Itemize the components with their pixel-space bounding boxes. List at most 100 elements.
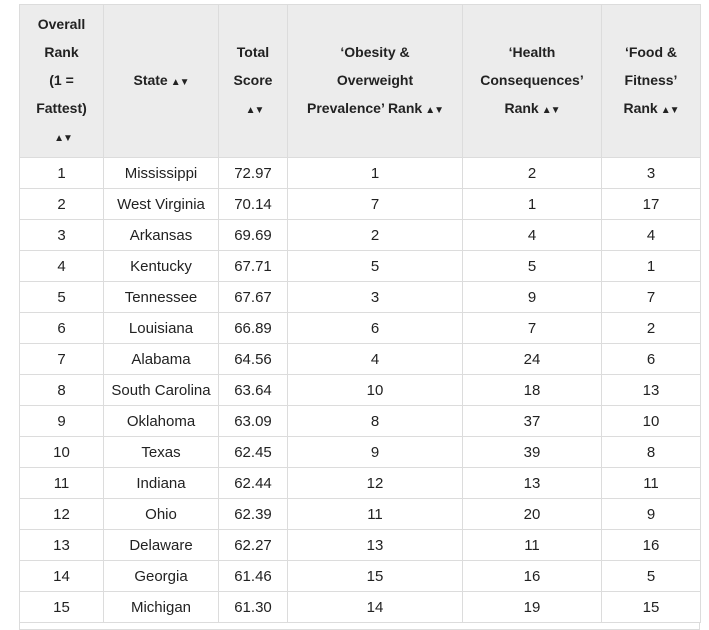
cell-health-rank: 16	[462, 560, 602, 592]
sort-arrows-icon[interactable]: ▲▼	[660, 104, 680, 116]
table-row: 3 Arkansas 69.69 2 4 4	[19, 219, 701, 251]
table-row: 9 Oklahoma 63.09 8 37 10	[19, 405, 701, 437]
cell-total-score: 66.89	[218, 312, 288, 344]
rankings-table-container: Overall Rank (1 = Fattest) ▲▼ State ▲▼ To…	[19, 4, 701, 630]
cell-total-score: 62.27	[218, 529, 288, 561]
table-row: 4 Kentucky 67.71 5 5 1	[19, 250, 701, 282]
cell-total-score: 64.56	[218, 343, 288, 375]
rankings-table: Overall Rank (1 = Fattest) ▲▼ State ▲▼ To…	[19, 4, 701, 623]
cell-state: Oklahoma	[103, 405, 219, 437]
table-row: 14 Georgia 61.46 15 16 5	[19, 560, 701, 592]
cell-rank: 2	[19, 188, 104, 220]
cell-state: Ohio	[103, 498, 219, 530]
header-line: Consequences’	[480, 71, 584, 88]
header-line: ‘Obesity &	[340, 43, 410, 60]
cell-food-rank: 4	[601, 219, 701, 251]
header-overall-rank[interactable]: Overall Rank (1 = Fattest) ▲▼	[19, 4, 104, 158]
sort-arrows-icon[interactable]: ▲▼	[425, 104, 444, 116]
cell-health-rank: 20	[462, 498, 602, 530]
sort-arrows-icon[interactable]: ▲▼	[245, 104, 265, 116]
cell-food-rank: 9	[601, 498, 701, 530]
sort-arrows-icon[interactable]: ▲▼	[54, 132, 73, 144]
cell-state: Indiana	[103, 467, 219, 499]
header-line: Score	[233, 71, 273, 88]
cell-health-rank: 13	[462, 467, 602, 499]
header-food-rank[interactable]: ‘Food & Fitness’ Rank ▲▼	[601, 4, 701, 158]
cell-state: South Carolina	[103, 374, 219, 406]
table-row: 12 Ohio 62.39 11 20 9	[19, 498, 701, 530]
table-row: 5 Tennessee 67.67 3 9 7	[19, 281, 701, 313]
cell-rank: 14	[19, 560, 104, 592]
cell-health-rank: 18	[462, 374, 602, 406]
cell-state: Delaware	[103, 529, 219, 561]
header-line: State	[133, 71, 168, 88]
cell-state: Arkansas	[103, 219, 219, 251]
cell-total-score: 63.09	[218, 405, 288, 437]
cell-total-score: 61.46	[218, 560, 288, 592]
header-line: Total	[236, 43, 270, 60]
cell-state: Kentucky	[103, 250, 219, 282]
cell-state: Alabama	[103, 343, 219, 375]
header-row: Overall Rank (1 = Fattest) ▲▼ State ▲▼ To…	[19, 4, 701, 158]
table-row: 8 South Carolina 63.64 10 18 13	[19, 374, 701, 406]
cell-total-score: 62.44	[218, 467, 288, 499]
cell-food-rank: 8	[601, 436, 701, 468]
cell-total-score: 67.71	[218, 250, 288, 282]
cell-food-rank: 2	[601, 312, 701, 344]
cell-state: Georgia	[103, 560, 219, 592]
table-row: 7 Alabama 64.56 4 24 6	[19, 343, 701, 375]
cell-rank: 15	[19, 591, 104, 623]
table-row: 6 Louisiana 66.89 6 7 2	[19, 312, 701, 344]
cell-rank: 11	[19, 467, 104, 499]
cell-obesity-rank: 5	[287, 250, 463, 282]
cell-obesity-rank: 10	[287, 374, 463, 406]
cell-rank: 1	[19, 157, 104, 189]
cell-health-rank: 37	[462, 405, 602, 437]
cell-health-rank: 5	[462, 250, 602, 282]
cell-total-score: 72.97	[218, 157, 288, 189]
table-row: 13 Delaware 62.27 13 11 16	[19, 529, 701, 561]
cell-rank: 13	[19, 529, 104, 561]
cell-state: Texas	[103, 436, 219, 468]
cell-food-rank: 1	[601, 250, 701, 282]
cell-rank: 9	[19, 405, 104, 437]
cell-state: Mississippi	[103, 157, 219, 189]
cell-obesity-rank: 9	[287, 436, 463, 468]
cell-rank: 8	[19, 374, 104, 406]
header-obesity-rank[interactable]: ‘Obesity & Overweight Prevalence’ Rank ▲▼	[287, 4, 463, 158]
cell-food-rank: 15	[601, 591, 701, 623]
cell-health-rank: 4	[462, 219, 602, 251]
sort-arrows-icon[interactable]: ▲▼	[170, 76, 190, 88]
header-line: (1 =	[49, 71, 74, 88]
header-line: Fitness’	[624, 71, 678, 88]
header-line: Overweight	[336, 71, 414, 88]
table-row: 15 Michigan 61.30 14 19 15	[19, 591, 701, 623]
cell-rank: 10	[19, 436, 104, 468]
cell-health-rank: 19	[462, 591, 602, 623]
cell-obesity-rank: 14	[287, 591, 463, 623]
header-line: Fattest)	[36, 99, 87, 116]
header-health-rank[interactable]: ‘Health Consequences’ Rank ▲▼	[462, 4, 602, 158]
cell-obesity-rank: 4	[287, 343, 463, 375]
header-total-score[interactable]: Total Score ▲▼	[218, 4, 288, 158]
cell-food-rank: 10	[601, 405, 701, 437]
cell-obesity-rank: 3	[287, 281, 463, 313]
sort-arrows-icon[interactable]: ▲▼	[541, 104, 561, 116]
cell-health-rank: 24	[462, 343, 602, 375]
cell-obesity-rank: 6	[287, 312, 463, 344]
cell-total-score: 63.64	[218, 374, 288, 406]
header-line: Rank	[623, 99, 658, 116]
header-state[interactable]: State ▲▼	[103, 4, 219, 158]
cell-health-rank: 7	[462, 312, 602, 344]
cell-obesity-rank: 12	[287, 467, 463, 499]
table-cutoff	[19, 623, 700, 630]
cell-state: Michigan	[103, 591, 219, 623]
cell-rank: 4	[19, 250, 104, 282]
cell-obesity-rank: 11	[287, 498, 463, 530]
cell-health-rank: 2	[462, 157, 602, 189]
table-row: 1 Mississippi 72.97 1 2 3	[19, 157, 701, 189]
cell-total-score: 67.67	[218, 281, 288, 313]
table-row: 2 West Virginia 70.14 7 1 17	[19, 188, 701, 220]
cell-total-score: 61.30	[218, 591, 288, 623]
table-row: 10 Texas 62.45 9 39 8	[19, 436, 701, 468]
